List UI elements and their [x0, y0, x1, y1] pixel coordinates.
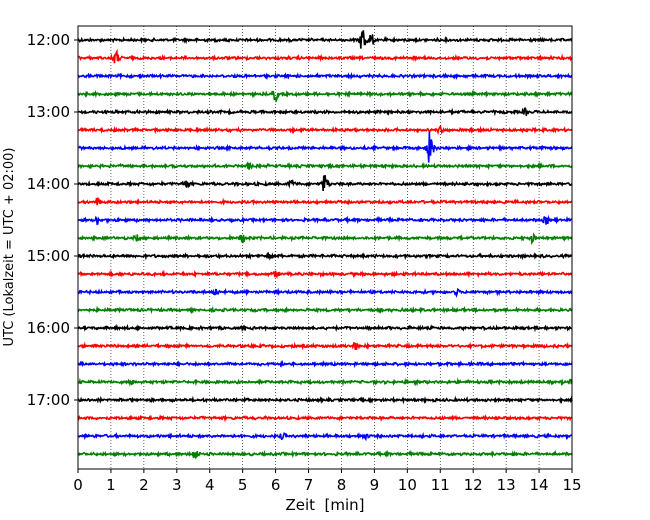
seismic-trace [77, 377, 573, 387]
seismic-trace [77, 305, 573, 315]
seismic-trace [77, 414, 573, 423]
seismic-trace [77, 197, 573, 207]
seismic-trace [77, 107, 573, 117]
y-tick-label: 13:00 [27, 103, 70, 121]
y-tick-label: 15:00 [27, 247, 70, 265]
seismic-trace [77, 175, 573, 192]
seismic-trace [77, 323, 573, 333]
x-axis-label: Zeit [min] [285, 496, 364, 514]
x-tick-label: 3 [172, 476, 182, 494]
x-tick-label: 1 [106, 476, 116, 494]
x-axis-ticks: 0 1 2 3 4 5 6 7 8 9 10 11 12 13 14 15 [73, 469, 582, 494]
x-tick-label: 5 [238, 476, 248, 494]
x-tick-label: 2 [139, 476, 149, 494]
x-tick-label: 7 [304, 476, 314, 494]
x-tick-label: 12 [464, 476, 483, 494]
x-tick-label: 15 [562, 476, 581, 494]
seismic-trace [77, 449, 573, 460]
y-axis-ticks: 12:00 13:00 14:00 15:00 16:00 17:00 [27, 31, 78, 409]
x-tick-label: 6 [271, 476, 281, 494]
seismic-trace [77, 124, 573, 136]
x-tick-label: 14 [530, 476, 549, 494]
seismic-trace [77, 161, 573, 171]
seismic-trace [77, 269, 573, 280]
y-tick-label: 14:00 [27, 175, 70, 193]
seismic-trace [77, 341, 573, 351]
seismic-trace [77, 431, 573, 442]
seismic-trace [77, 48, 573, 64]
y-tick-label: 12:00 [27, 31, 70, 49]
vertical-grid [110, 26, 540, 469]
seismic-trace [77, 214, 573, 226]
seismic-trace [77, 359, 573, 369]
x-tick-label: 10 [398, 476, 417, 494]
x-tick-label: 4 [205, 476, 215, 494]
seismic-trace [77, 89, 573, 104]
y-tick-label: 17:00 [27, 391, 70, 409]
plot-frame [77, 25, 573, 470]
seismic-trace [77, 252, 573, 261]
x-tick-label: 11 [431, 476, 450, 494]
x-tick-label: 9 [370, 476, 380, 494]
seismic-trace [77, 71, 573, 81]
y-axis-label: UTC (Lokalzeit = UTC + 02:00) [2, 148, 17, 347]
y-tick-label: 16:00 [27, 319, 70, 337]
seismic-trace [77, 131, 573, 163]
seismic-trace [77, 30, 573, 49]
x-tick-label: 0 [73, 476, 83, 494]
seismic-trace [77, 287, 573, 299]
seismic-trace [77, 395, 573, 405]
seismic-traces [77, 30, 573, 460]
seismic-trace [77, 232, 573, 246]
x-tick-label: 13 [497, 476, 516, 494]
x-tick-label: 8 [337, 476, 347, 494]
